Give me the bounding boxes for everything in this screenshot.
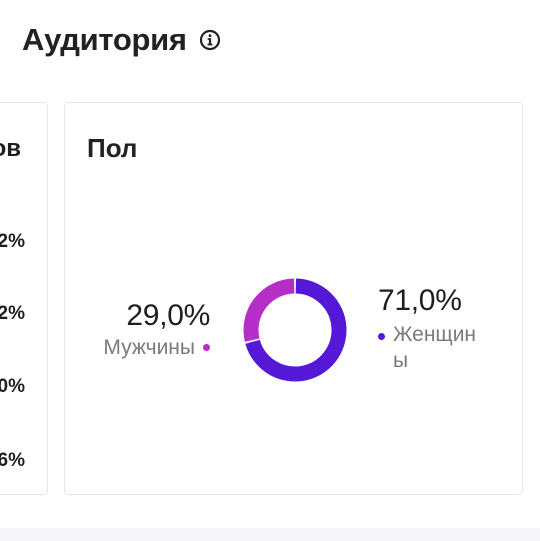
female-label: Женщин ы — [393, 323, 477, 372]
male-percent: 29,0% — [126, 299, 210, 332]
donut-segment-male[interactable] — [243, 278, 295, 342]
section-title: Аудитория — [22, 22, 187, 57]
section-header: Аудитория — [22, 22, 221, 58]
female-percent: 71,0% — [378, 284, 462, 317]
gender-card: Пол 29,0% Мужчины 71,0% Женщин ы — [64, 102, 523, 495]
male-legend-dot — [203, 344, 210, 352]
previous-stats-card: ов 2% 2% 0% 6% — [0, 102, 48, 495]
gender-donut-chart — [243, 278, 347, 382]
female-legend-dot — [378, 333, 385, 340]
previous-value-1: 2% — [0, 231, 25, 252]
previous-card-title: ов — [0, 135, 21, 162]
previous-value-4: 6% — [0, 450, 25, 471]
male-label: Мужчины — [103, 336, 195, 359]
female-stat: 71,0% Женщин ы — [378, 284, 498, 373]
info-icon[interactable] — [199, 29, 221, 51]
donut-segment-female[interactable] — [245, 278, 347, 382]
previous-value-3: 0% — [0, 376, 25, 397]
male-label-row: Мужчины — [103, 335, 210, 361]
next-section-edge — [0, 528, 540, 541]
gender-card-title: Пол — [87, 133, 138, 163]
male-stat: 29,0% Мужчины — [103, 299, 210, 361]
female-label-row: Женщин ы — [378, 322, 498, 373]
previous-value-2: 2% — [0, 303, 25, 324]
